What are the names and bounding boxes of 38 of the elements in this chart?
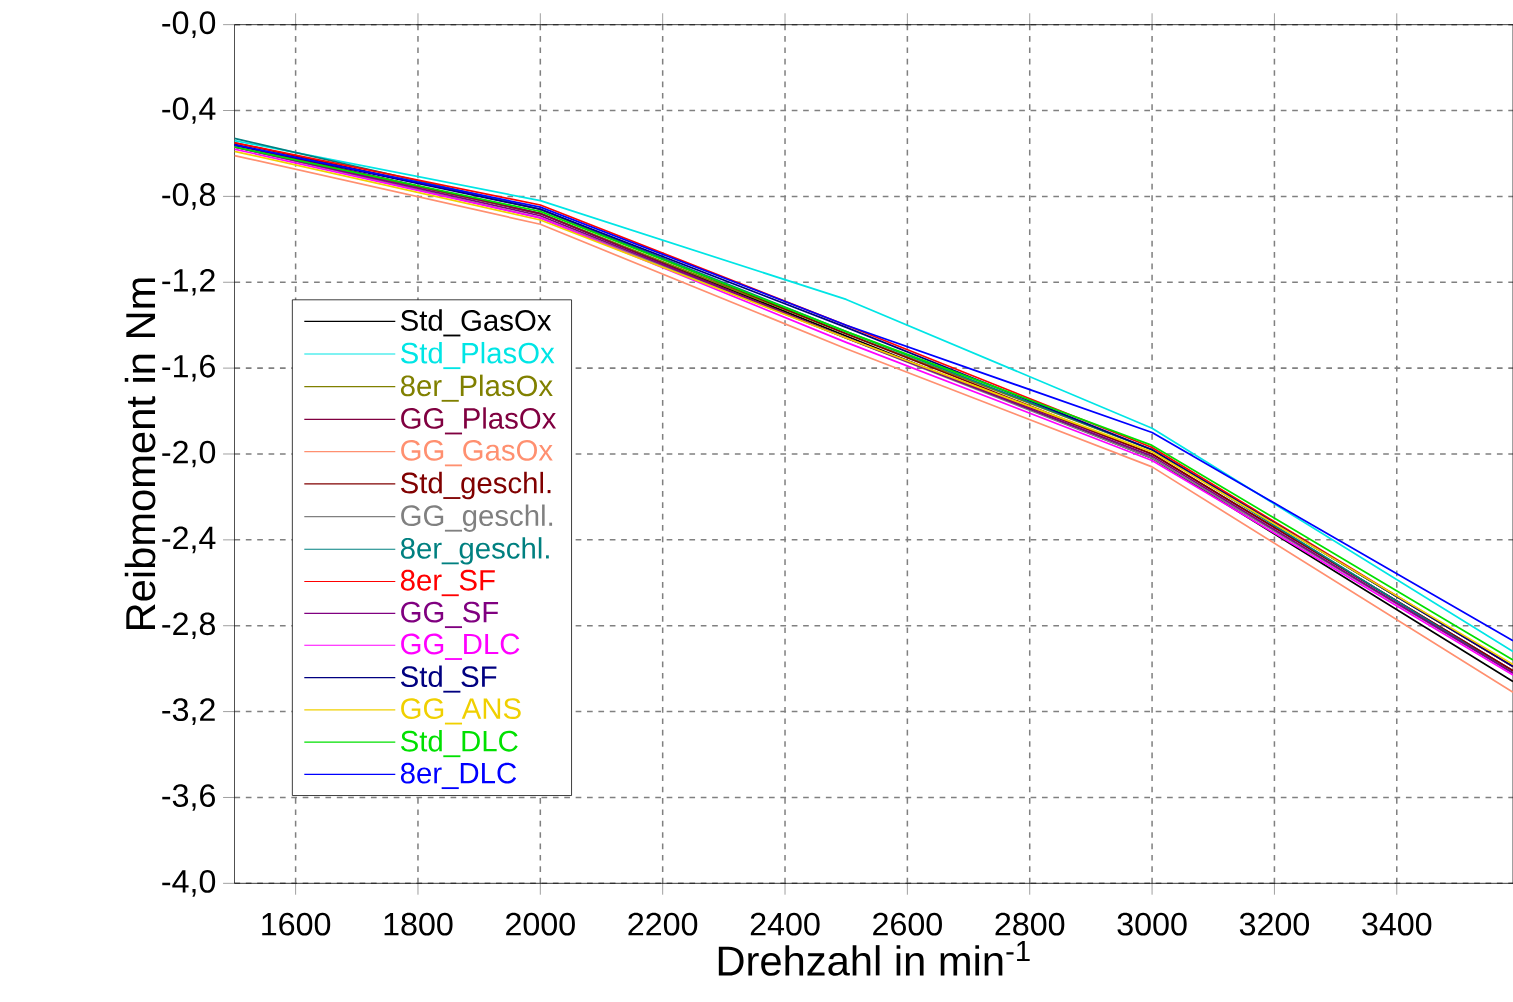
legend-label: 8er_SF: [400, 569, 495, 597]
y-tick-label: -3,2: [162, 698, 215, 726]
y-tick-label: -2,0: [162, 440, 216, 468]
legend-label: Std_SF: [400, 665, 497, 693]
legend-label: 8er_geschl.: [400, 537, 549, 565]
x-tick-label: 3000: [1117, 912, 1187, 936]
x-tick-label: 2800: [995, 912, 1065, 936]
y-tick-label: -1,2: [162, 269, 215, 296]
x-tick-label: 2400: [750, 912, 820, 936]
y-tick-label: -4,0: [162, 870, 216, 897]
x-tick-label: 2000: [506, 912, 575, 936]
x-axis-title: Drehzahl in min$^{-1}$: [718, 941, 1030, 976]
x-tick-label: 1800: [384, 912, 453, 936]
y-tick-label: -0,4: [162, 97, 216, 124]
legend-label: Std_DLC: [400, 730, 518, 758]
y-tick-label: -0,0: [162, 11, 216, 39]
legend-label: Std_GasOx: [400, 309, 552, 337]
y-tick-label: -0,8: [162, 183, 215, 210]
legend-label: Std_PlasOx: [400, 342, 555, 370]
legend-label: Std_geschl.: [400, 471, 551, 500]
legend-label: GG_geschl.: [401, 504, 553, 532]
legend-label: 8er_DLC: [400, 762, 517, 790]
y-tick-label: -2,8: [162, 612, 215, 640]
legend-label: GG_DLC: [401, 633, 520, 661]
x-tick-label: 3200: [1239, 912, 1310, 936]
legend-label: GG_ANS: [401, 698, 521, 725]
y-axis-title: Reibmoment in Nm: [124, 278, 156, 630]
legend-label: GG_GasOx: [401, 440, 553, 467]
legend-label: GG_SF: [401, 601, 499, 629]
legend-label: GG_PlasOx: [401, 407, 557, 435]
legend-label: 8er_PlasOx: [400, 374, 553, 402]
x-tick-label: 2600: [873, 912, 942, 936]
x-tick-label: 3400: [1362, 912, 1432, 936]
y-tick-label: -3,6: [162, 784, 215, 811]
y-tick-label: -1,6: [162, 354, 215, 382]
x-tick-label: 1600: [262, 912, 331, 936]
y-tick-label: -2,4: [162, 526, 216, 554]
x-tick-label: 2200: [628, 912, 698, 936]
